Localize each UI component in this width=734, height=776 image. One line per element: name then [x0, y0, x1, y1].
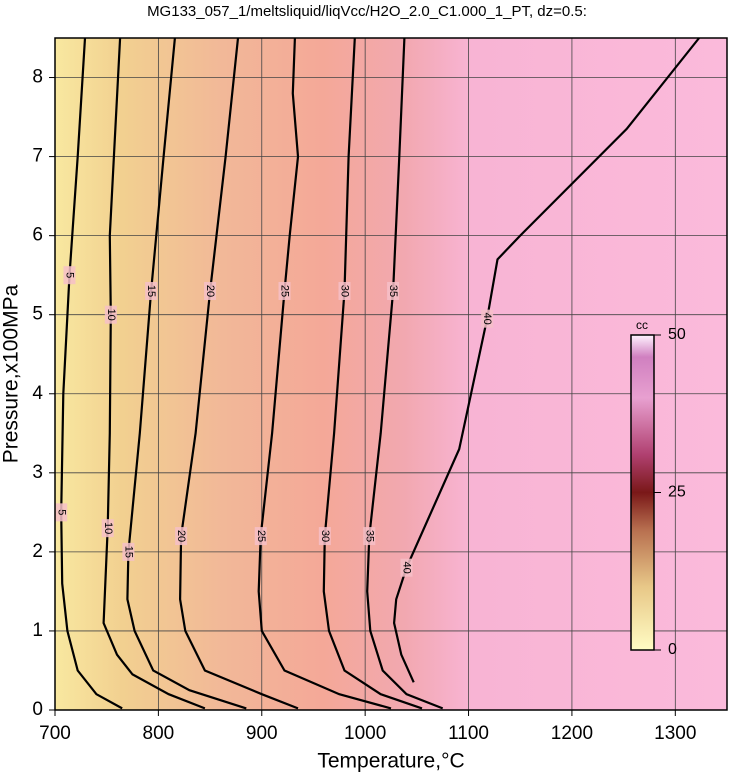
contour-line — [178, 37, 299, 710]
contour-label: 35 — [363, 530, 375, 542]
contour-label-bg — [400, 558, 413, 577]
x-tick-label: 1100 — [448, 723, 489, 744]
contour-lines: 5 5 10 10 15 15 20 20 25 25 30 30 35 35 40 40 — [55, 37, 700, 710]
contour-label: 20 — [175, 530, 187, 542]
contour-label-bg — [318, 527, 331, 546]
contour-label: 30 — [319, 530, 331, 542]
chart-title: MG133_057_1/meltsliquid/liqVcc/H2O_2.0_C… — [147, 3, 587, 20]
plot-frame — [54, 37, 728, 711]
colorbar — [630, 334, 655, 651]
x-tick-label: 1200 — [551, 723, 593, 744]
contour-label: 20 — [204, 285, 216, 297]
colorbar-tick-label: 50 — [668, 326, 686, 343]
y-tick-label: 4 — [32, 383, 43, 404]
contour-label-bg — [104, 305, 117, 324]
contour-label-bg — [363, 527, 376, 546]
contour-label-bg — [481, 309, 494, 328]
contour-line — [257, 37, 392, 710]
contour-label: 15 — [145, 285, 157, 297]
y-tick-label: 2 — [32, 541, 43, 562]
contour-label-bg — [101, 519, 114, 538]
contour-label-bg — [55, 503, 68, 522]
contour-label: 10 — [105, 309, 117, 321]
x-tick-label: 800 — [143, 723, 175, 744]
contour-label-bg — [387, 281, 400, 300]
contour-label-bg — [175, 527, 188, 546]
x-tick-label: 1300 — [654, 723, 696, 744]
x-tick-label: 900 — [246, 723, 278, 744]
contour-label: 35 — [387, 285, 399, 297]
contour-label: 40 — [401, 562, 413, 574]
colorbar-label: cc — [636, 318, 648, 332]
contour-label-bg — [338, 281, 351, 300]
contour-label: 25 — [255, 530, 267, 542]
contour-line — [392, 37, 700, 683]
y-tick-label: 8 — [32, 67, 43, 88]
contour-label-bg — [122, 542, 135, 561]
contour-label-bg — [278, 281, 291, 300]
contour-fill — [55, 38, 727, 710]
contour-label: 15 — [122, 546, 134, 558]
x-tick-label: 700 — [39, 723, 71, 744]
y-tick-label: 5 — [32, 304, 43, 325]
colorbar-tick-label: 25 — [668, 484, 686, 501]
contour-label-bg — [63, 266, 76, 285]
contour-line — [60, 37, 123, 710]
contour-label: 5 — [55, 509, 67, 515]
contour-label: 30 — [339, 285, 351, 297]
y-tick-label: 6 — [32, 225, 43, 246]
x-axis-label: Temperature,°C — [317, 750, 464, 773]
y-tick-label: 3 — [32, 462, 43, 483]
contour-label: 10 — [102, 522, 114, 534]
colorbar-tick-label: 0 — [668, 641, 677, 658]
y-tick-label: 1 — [32, 620, 43, 641]
y-tick-label: 0 — [32, 699, 43, 720]
contour-label-bg — [204, 281, 217, 300]
contour-line — [322, 37, 423, 710]
contour-label-bg — [254, 527, 267, 546]
y-tick-label: 7 — [32, 146, 43, 167]
contour-label: 5 — [64, 272, 76, 278]
contour-line — [126, 37, 247, 710]
contour-line — [366, 37, 444, 710]
x-tick-label: 1000 — [344, 723, 386, 744]
contour-label-bg — [145, 281, 158, 300]
contour-label: 25 — [279, 285, 291, 297]
y-axis-label: Pressure,x100MPa — [0, 284, 23, 463]
contour-label: 40 — [481, 313, 493, 325]
